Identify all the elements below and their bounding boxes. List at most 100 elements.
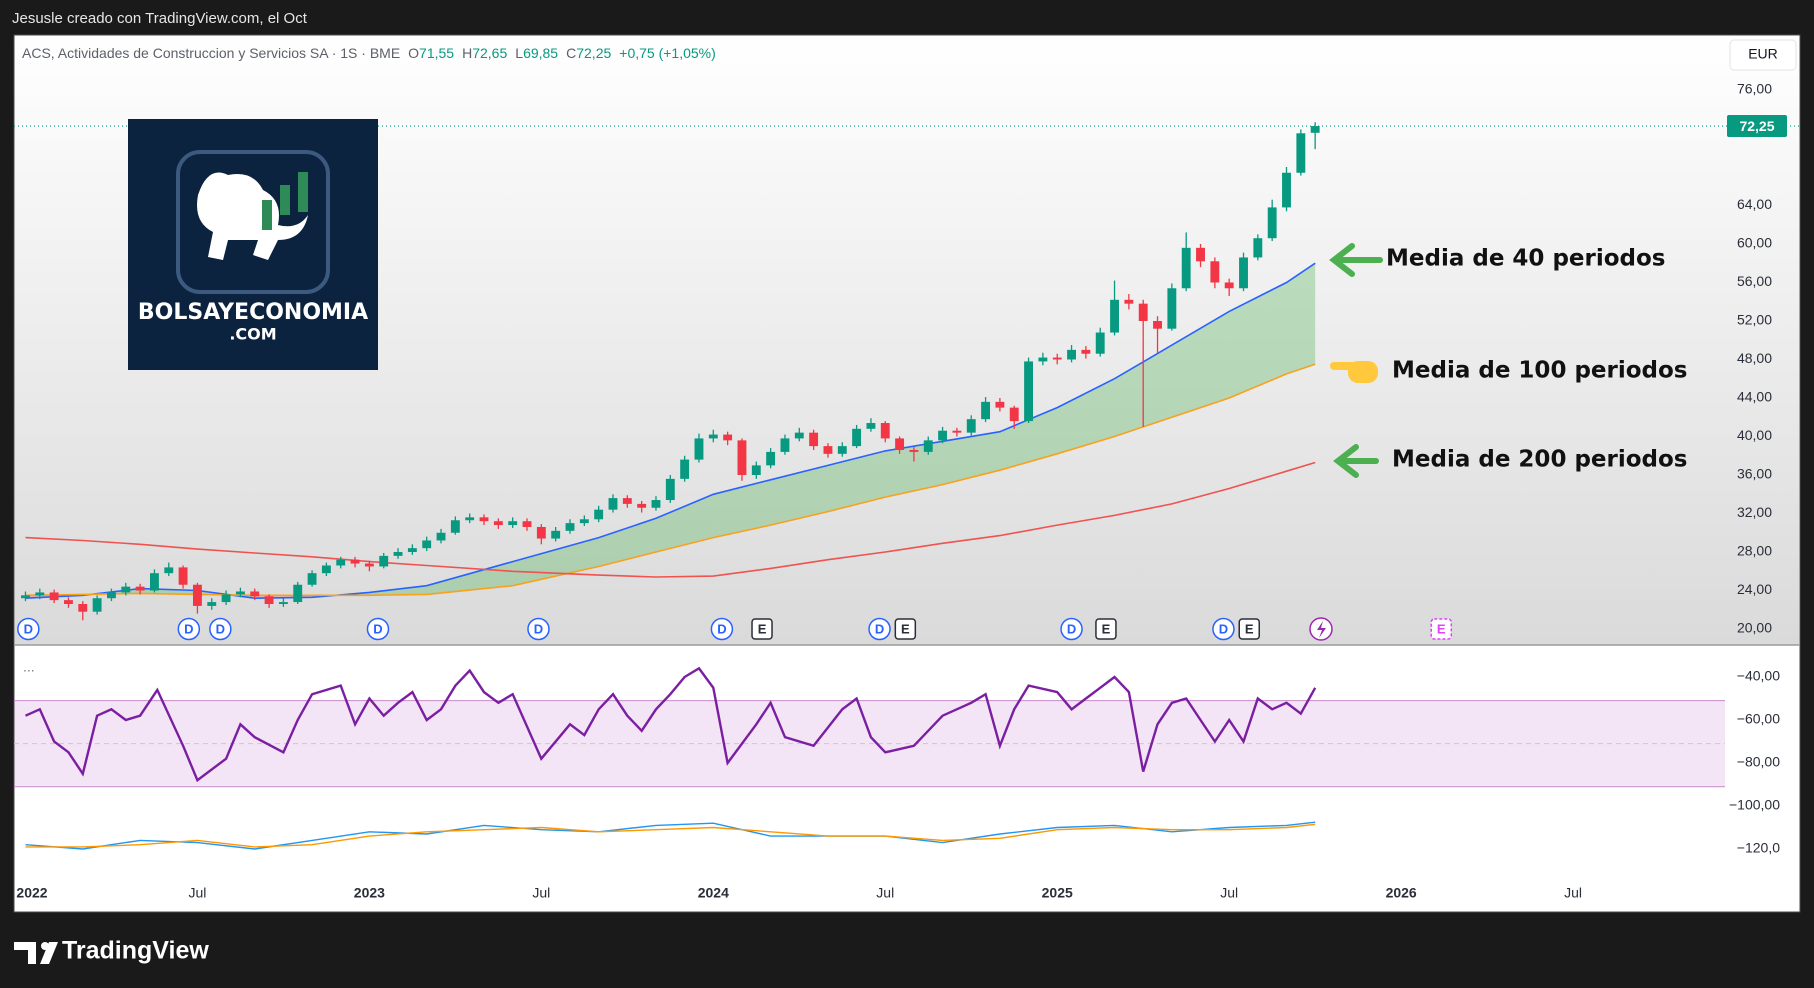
- y-tick-label: −40,00: [1737, 668, 1780, 684]
- event-marker[interactable]: [894, 618, 917, 640]
- candle-body: [809, 432, 819, 447]
- candle-body: [121, 586, 131, 593]
- candle-body: [1253, 238, 1263, 258]
- event-label[interactable]: D: [184, 621, 193, 636]
- candle-body: [21, 595, 30, 599]
- candle-body: [64, 600, 73, 604]
- event-icon[interactable]: [1317, 621, 1326, 638]
- candle-body: [221, 594, 231, 603]
- event-marker[interactable]: [527, 617, 550, 641]
- event-label[interactable]: D: [717, 621, 726, 636]
- event-marker[interactable]: [868, 617, 891, 641]
- watermark: Jesusle creado con TradingView.com, el O…: [12, 10, 308, 27]
- candle-body: [923, 440, 933, 452]
- candle-body: [107, 592, 116, 599]
- event-marker[interactable]: [751, 618, 773, 640]
- event-marker[interactable]: [1060, 617, 1083, 641]
- arrow: [1329, 243, 1383, 277]
- candle-body: [1224, 282, 1234, 289]
- currency-box[interactable]: [1729, 39, 1797, 71]
- candle-body: [1181, 247, 1191, 289]
- event-marker[interactable]: [366, 617, 390, 641]
- annotation: Media de 200 periodos: [1392, 447, 1688, 473]
- candle-body: [35, 592, 45, 596]
- currency[interactable]: EUR: [1748, 46, 1778, 62]
- candle-body: [336, 559, 346, 566]
- event-marker[interactable]: [1212, 617, 1235, 641]
- candle-body: [938, 430, 948, 441]
- event-marker[interactable]: [17, 617, 40, 641]
- candle-body: [192, 584, 202, 606]
- candle-body: [1009, 407, 1019, 422]
- logo-candle: [298, 172, 308, 212]
- ohlc-key: C: [566, 45, 576, 61]
- event-label[interactable]: E: [1437, 621, 1446, 636]
- candle-body: [565, 523, 575, 531]
- candle-body: [522, 521, 532, 527]
- event-label[interactable]: E: [1102, 621, 1111, 636]
- candle-body: [680, 459, 690, 479]
- event-label[interactable]: D: [24, 621, 33, 636]
- ma-band-fill: [770, 465, 828, 526]
- ma-band-fill: [827, 450, 886, 512]
- candle-body: [135, 586, 145, 591]
- legend-toggle[interactable]: ...: [23, 659, 35, 675]
- event-label[interactable]: D: [1067, 621, 1076, 636]
- candle-body: [852, 428, 862, 447]
- event-label[interactable]: E: [1245, 621, 1254, 636]
- candle-body: [766, 451, 776, 466]
- logo-domain: .COM: [229, 325, 276, 344]
- ma-band-fill: [1057, 378, 1115, 454]
- ohlc-key: H: [462, 45, 472, 61]
- event-marker[interactable]: [1238, 618, 1260, 640]
- candle-body: [1124, 299, 1134, 304]
- moving-average: [25, 363, 1316, 597]
- ohlc-value: 69,85: [523, 45, 558, 61]
- event-marker[interactable]: [710, 617, 734, 641]
- event-marker[interactable]: [177, 617, 201, 641]
- candle-body: [536, 526, 546, 539]
- candle-body: [579, 519, 589, 524]
- candle-body: [751, 465, 761, 476]
- candle-body: [880, 423, 890, 439]
- event-marker[interactable]: [1430, 618, 1453, 640]
- candle-body: [321, 565, 331, 574]
- ohlc-key: O: [408, 45, 419, 61]
- candle-body: [981, 401, 991, 420]
- ma-band-fill: [512, 537, 599, 586]
- event-marker[interactable]: [209, 617, 232, 641]
- event-marker[interactable]: [1095, 618, 1117, 640]
- candle-body: [250, 591, 260, 597]
- candle-body: [637, 503, 647, 508]
- logo-name: BOLSAYECONOMIA: [138, 300, 368, 325]
- candle-body: [379, 555, 389, 567]
- event-label[interactable]: D: [373, 621, 382, 636]
- event-label[interactable]: D: [216, 621, 225, 636]
- candle-body: [780, 438, 790, 452]
- ma-band-fill: [655, 494, 714, 553]
- candle-body: [49, 592, 59, 601]
- candle-body: [665, 478, 675, 501]
- hand-finger: [1330, 362, 1360, 370]
- candle-body: [508, 521, 518, 526]
- event-label[interactable]: D: [534, 621, 543, 636]
- logo-candle: [262, 200, 272, 230]
- candle-body: [1052, 357, 1062, 360]
- x-tick-label: 2025: [1042, 885, 1073, 901]
- logo-frame: [176, 150, 330, 294]
- event-label[interactable]: E: [901, 621, 910, 636]
- x-tick-label: 2026: [1386, 885, 1417, 901]
- y-tick-label: 56,00: [1737, 273, 1772, 289]
- candle-body: [952, 430, 962, 433]
- x-tick-label: Jul: [188, 885, 206, 901]
- x-tick-label: 2022: [16, 885, 47, 901]
- candle-body: [207, 602, 217, 606]
- event-label[interactable]: D: [875, 621, 884, 636]
- event-label[interactable]: D: [1219, 621, 1228, 636]
- candle-body: [708, 434, 718, 439]
- candle-body: [235, 591, 245, 595]
- event-label[interactable]: E: [758, 621, 767, 636]
- candle-body: [1153, 320, 1162, 329]
- y-tick-label: 44,00: [1737, 389, 1772, 405]
